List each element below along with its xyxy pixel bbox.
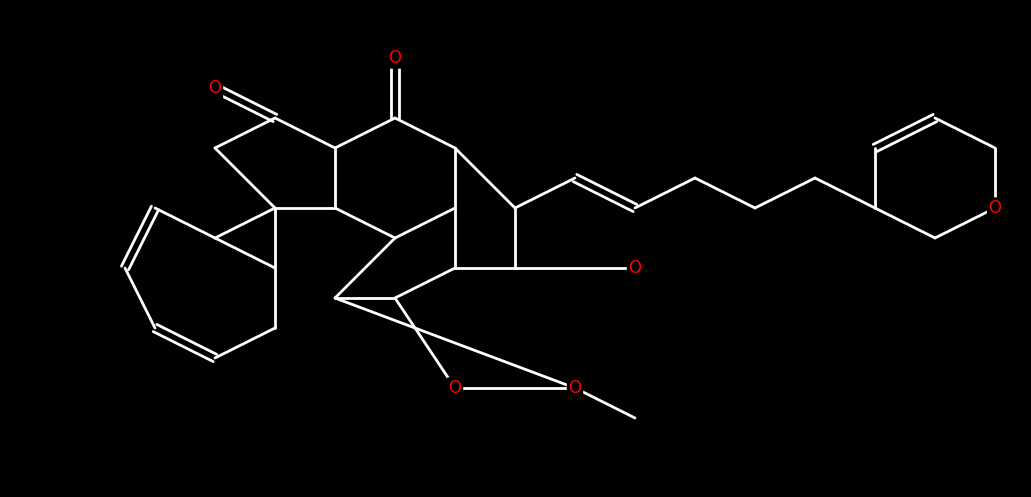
Text: O: O <box>568 379 581 397</box>
Text: O: O <box>208 79 222 97</box>
Text: O: O <box>989 199 1001 217</box>
Text: O: O <box>389 49 401 67</box>
Text: O: O <box>629 259 641 277</box>
Text: O: O <box>448 379 462 397</box>
